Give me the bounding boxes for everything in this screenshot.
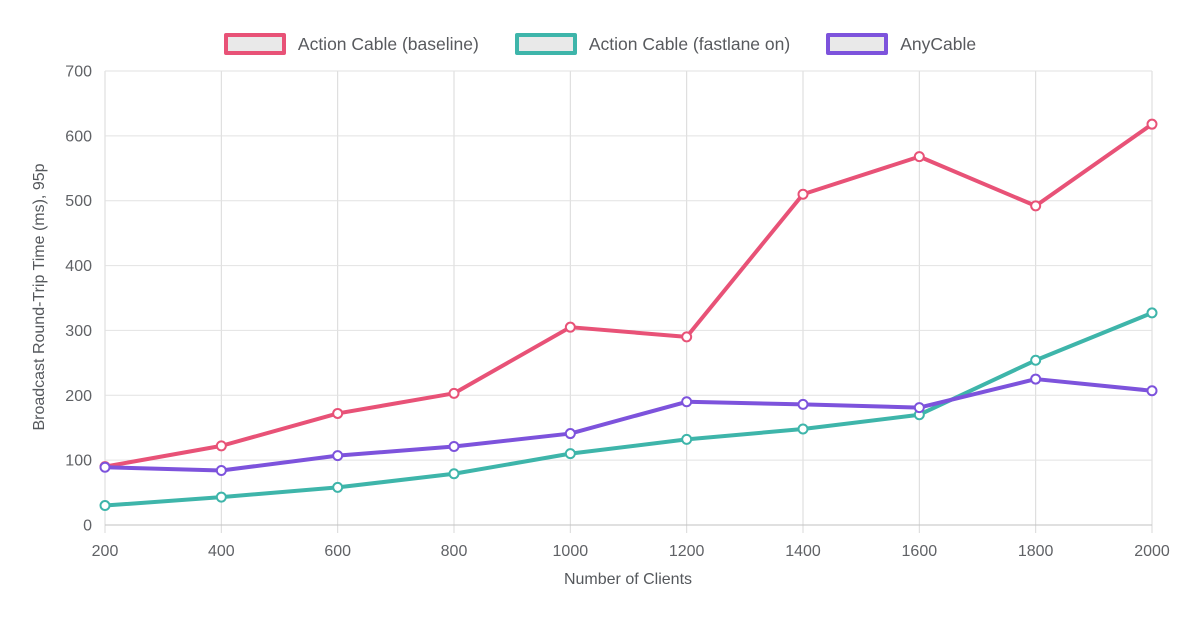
data-point-marker-anycable xyxy=(564,428,576,440)
x-tick-label: 1600 xyxy=(902,543,938,560)
legend-label: Action Cable (baseline) xyxy=(297,33,479,54)
data-point-marker-anycable xyxy=(99,461,111,473)
data-point-marker-anycable xyxy=(332,450,344,462)
y-tick-label: 600 xyxy=(65,128,92,145)
data-point-marker-action-cable-fastlane-on xyxy=(681,433,693,445)
legend-item-action-cable-baseline[interactable]: Action Cable (baseline) xyxy=(223,33,479,55)
data-point-marker-action-cable-baseline xyxy=(332,407,344,419)
data-point-marker-action-cable-baseline xyxy=(797,188,809,200)
y-tick-label: 0 xyxy=(83,518,92,535)
chart-legend: Action Cable (baseline) Action Cable (fas… xyxy=(0,33,1200,55)
x-tick-label: 600 xyxy=(324,543,351,560)
data-point-marker-action-cable-baseline xyxy=(913,151,925,163)
series-line-anycable xyxy=(103,377,1154,473)
data-point-marker-action-cable-baseline xyxy=(1146,118,1158,130)
data-point-marker-action-cable-baseline xyxy=(215,440,227,452)
x-axis-title: Number of Clients xyxy=(563,571,693,588)
data-point-marker-action-cable-fastlane-on xyxy=(1146,307,1158,319)
data-point-marker-action-cable-fastlane-on xyxy=(564,448,576,460)
legend-item-action-cable-fastlane-on[interactable]: Action Cable (fastlane on) xyxy=(514,33,791,55)
x-tick-label: 400 xyxy=(208,543,235,560)
legend-label: Action Cable (fastlane on) xyxy=(588,33,791,54)
data-point-marker-anycable xyxy=(448,441,460,453)
data-point-marker-action-cable-baseline xyxy=(1030,200,1042,212)
x-tick-label: 2000 xyxy=(1134,543,1170,560)
x-tick-label: 1200 xyxy=(669,543,705,560)
x-tick-label: 1800 xyxy=(1018,543,1054,560)
data-point-marker-action-cable-fastlane-on xyxy=(332,481,344,493)
data-point-marker-action-cable-fastlane-on xyxy=(448,468,460,480)
legend-swatch-icon xyxy=(826,33,889,55)
data-point-marker-anycable xyxy=(1030,373,1042,385)
data-point-marker-action-cable-baseline xyxy=(681,331,693,343)
data-point-marker-action-cable-fastlane-on xyxy=(797,423,809,435)
series-line-action-cable-fastlane-on xyxy=(103,310,1154,508)
y-tick-label: 700 xyxy=(65,64,92,81)
data-point-marker-anycable xyxy=(681,396,693,408)
y-axis-title: Broadcast Round-Trip Time (ms), 95p xyxy=(31,163,48,431)
legend-item-anycable[interactable]: AnyCable xyxy=(826,33,976,55)
legend-swatch-icon xyxy=(514,33,577,55)
data-point-marker-action-cable-fastlane-on xyxy=(1030,354,1042,366)
data-point-marker-action-cable-baseline xyxy=(564,321,576,333)
x-tick-label: 1400 xyxy=(785,543,821,560)
x-tick-label: 800 xyxy=(441,543,468,560)
legend-label: AnyCable xyxy=(900,33,977,54)
x-tick-label: 200 xyxy=(92,543,119,560)
y-tick-label: 100 xyxy=(65,453,92,470)
x-tick-label: 1000 xyxy=(553,543,589,560)
y-tick-label: 400 xyxy=(65,258,92,275)
y-tick-label: 500 xyxy=(65,193,92,210)
data-point-marker-anycable xyxy=(1146,385,1158,397)
series-line-action-cable-baseline xyxy=(103,122,1154,469)
data-point-marker-anycable xyxy=(215,465,227,477)
legend-swatch-icon xyxy=(223,33,286,55)
y-tick-label: 300 xyxy=(65,323,92,340)
data-point-marker-anycable xyxy=(797,398,809,410)
data-point-marker-action-cable-fastlane-on xyxy=(99,500,111,512)
y-tick-label: 200 xyxy=(65,388,92,405)
data-point-marker-action-cable-baseline xyxy=(448,387,460,399)
data-point-marker-action-cable-fastlane-on xyxy=(215,491,227,503)
data-point-marker-anycable xyxy=(913,402,925,414)
